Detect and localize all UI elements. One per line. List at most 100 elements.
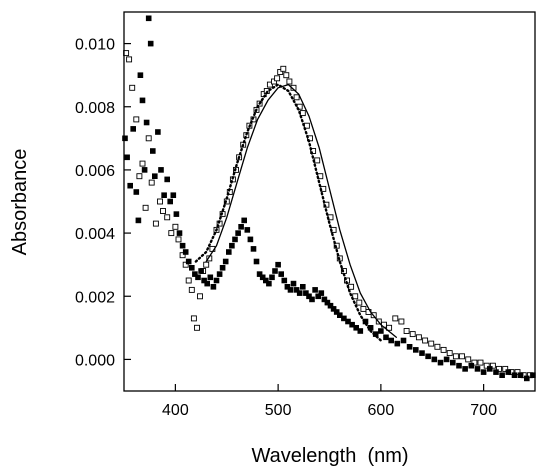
open-square-point [148, 179, 155, 186]
filled-square-point [143, 119, 150, 126]
filled-square-point [324, 299, 331, 306]
filled-square-point [449, 359, 456, 366]
filled-square-point [201, 277, 207, 284]
y-tick-label: 0.008 [75, 100, 115, 117]
filled-square-point [349, 321, 355, 328]
open-square-point [452, 353, 459, 360]
filled-square-point [164, 176, 170, 183]
filled-square-point [287, 287, 294, 293]
x-tick-label: 600 [368, 402, 395, 419]
filled-square-point [486, 366, 493, 372]
open-square-point [136, 173, 143, 180]
filled-square-point [147, 40, 154, 47]
filled-square-point [192, 271, 198, 277]
open-square-point [280, 65, 287, 72]
open-square-point [356, 299, 363, 306]
filled-square-point [259, 274, 266, 281]
filled-square-point [306, 293, 312, 300]
open-square-point [175, 236, 182, 243]
fit-curve-dotted [194, 83, 383, 342]
open-square-point [203, 261, 210, 268]
filled-square-point [357, 328, 364, 334]
open-square-point [182, 261, 189, 268]
filled-square-point [462, 366, 468, 372]
filled-square-point [394, 340, 401, 347]
filled-square-point [137, 72, 144, 78]
filled-square-point [419, 350, 425, 356]
filled-square-point [250, 246, 257, 252]
filled-square-point [198, 268, 204, 274]
filled-square-point [179, 242, 186, 249]
filled-square-point [130, 126, 136, 132]
filled-square-point [456, 362, 462, 369]
open-square-point [271, 78, 277, 85]
open-square-point [514, 369, 521, 376]
filled-square-point [296, 290, 303, 296]
open-square-point [299, 110, 306, 117]
open-square-point [446, 350, 453, 357]
filled-square-point [256, 271, 263, 277]
plot-frame [123, 11, 536, 392]
filled-square-point [505, 369, 512, 375]
open-square-point [459, 353, 465, 360]
filled-square-point [299, 283, 306, 290]
open-square-point [142, 204, 149, 211]
open-square-point [392, 315, 399, 322]
filled-square-point [345, 318, 351, 325]
filled-square-point [161, 192, 167, 198]
filled-square-point [517, 372, 524, 379]
filled-square-point [229, 242, 235, 249]
open-square-point [179, 252, 186, 259]
open-square-point [194, 324, 200, 331]
filled-square-point [152, 173, 158, 179]
open-square-point [352, 293, 359, 300]
open-square-point [197, 293, 203, 300]
filled-square-point [226, 249, 232, 255]
open-square-point [434, 343, 441, 350]
filled-square-point [378, 328, 384, 334]
y-tick-label: 0.002 [75, 289, 115, 306]
open-square-point [409, 331, 416, 338]
open-square-point [277, 69, 284, 75]
open-square-point [428, 340, 435, 347]
open-square-point [172, 223, 179, 230]
y-tick-label: 0.006 [75, 163, 115, 180]
filled-square-point [232, 236, 238, 243]
filled-square-point [127, 182, 133, 189]
filled-square-point [293, 287, 300, 293]
filled-square-point [330, 306, 337, 312]
x-axis-label: Wavelength (nm) [251, 445, 408, 467]
open-square-point [489, 362, 496, 369]
filled-square-point [336, 312, 343, 319]
filled-square-point [253, 258, 260, 265]
filled-square-point [318, 290, 325, 296]
filled-square-point [315, 293, 322, 300]
filled-square-point [139, 97, 146, 104]
filled-square-point [290, 280, 297, 287]
filled-square-point [327, 302, 334, 309]
filled-square-point [341, 315, 347, 322]
open-square-point [296, 103, 303, 110]
open-square-point [502, 365, 509, 372]
filled-square-point [468, 362, 475, 369]
scatter-series-2 [122, 15, 536, 382]
filled-square-point [145, 15, 152, 22]
x-tick-label: 500 [265, 402, 292, 419]
filled-square-point [124, 154, 130, 161]
axis-ticks: 400 500 600 700 0.000 0.002 0.004 0.006 0.008 0.0… [75, 37, 497, 419]
open-square-point [286, 78, 293, 85]
filled-square-point [133, 189, 140, 195]
x-tick-label: 400 [162, 402, 189, 419]
filled-square-point [281, 277, 288, 284]
filled-square-point [210, 283, 217, 290]
x-tick-label: 700 [470, 402, 497, 419]
y-tick-label: 0.010 [75, 37, 115, 54]
filled-square-point [437, 359, 444, 366]
filled-square-point [480, 369, 487, 375]
filled-square-point [155, 129, 161, 135]
filled-square-point [278, 271, 285, 277]
filled-square-point [269, 274, 275, 281]
y-tick-label: 0.000 [75, 352, 115, 369]
filled-square-point [241, 217, 247, 224]
filled-square-point [244, 227, 251, 233]
